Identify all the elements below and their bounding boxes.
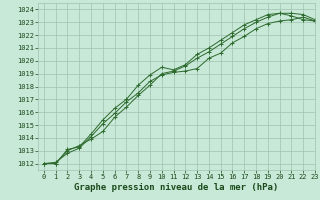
X-axis label: Graphe pression niveau de la mer (hPa): Graphe pression niveau de la mer (hPa) xyxy=(74,183,279,192)
